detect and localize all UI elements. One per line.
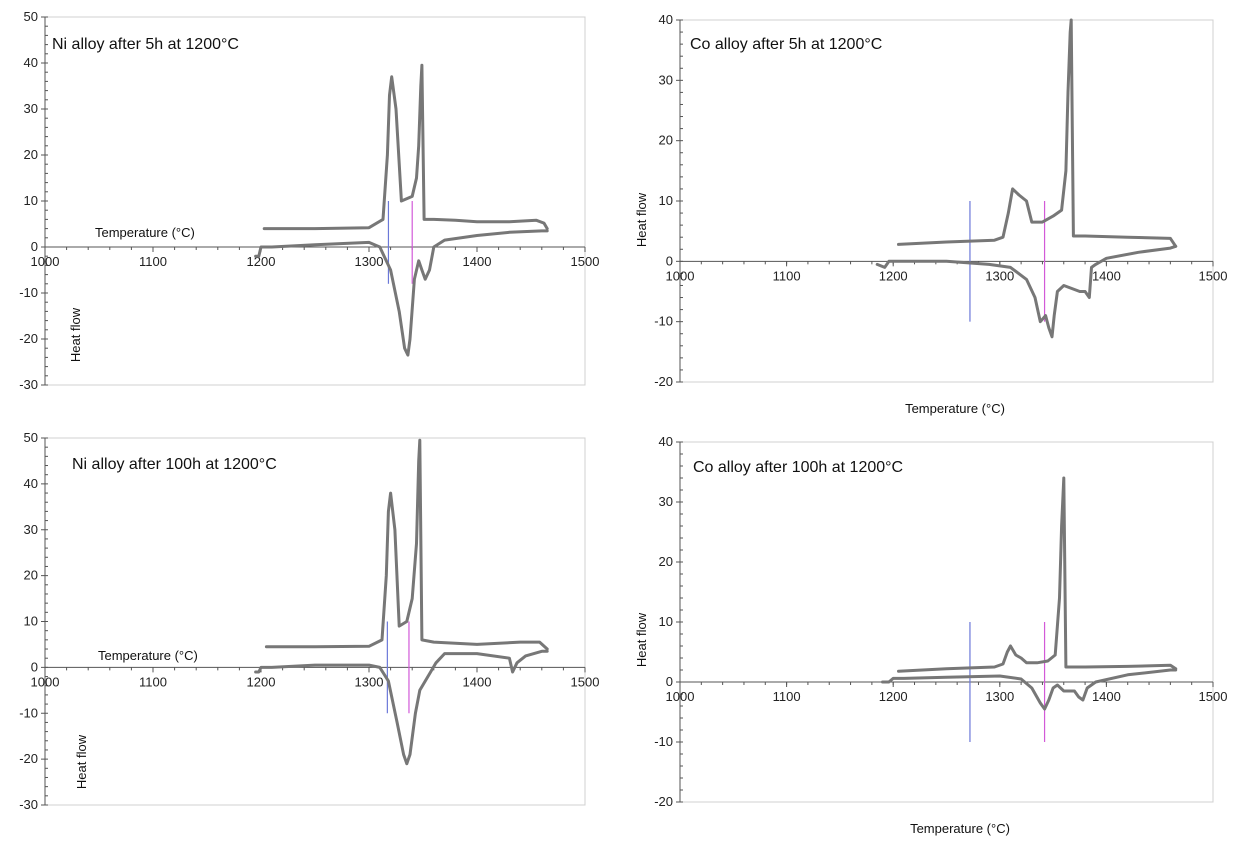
x-tick-label: 1200 <box>247 254 276 269</box>
x-axis-label: Temperature (°C) <box>98 648 198 663</box>
y-tick-label: -10 <box>19 285 38 300</box>
x-axis-label: Temperature (°C) <box>95 225 195 240</box>
x-tick-label: 1400 <box>463 674 492 689</box>
x-tick-label: 1100 <box>139 254 167 269</box>
y-tick-label: -30 <box>19 797 38 812</box>
x-tick-label: 1400 <box>1092 689 1121 704</box>
y-tick-label: 20 <box>659 133 673 148</box>
plot-frame <box>679 19 1214 383</box>
x-tick-label: 1100 <box>139 674 167 689</box>
y-tick-label: 50 <box>24 430 38 445</box>
y-tick-label: 0 <box>31 659 38 674</box>
y-axis-label: Heat flow <box>634 192 649 247</box>
chart-title: Co alloy after 100h at 1200°C <box>693 459 903 476</box>
y-tick-label: -10 <box>19 705 38 720</box>
y-tick-label: 20 <box>24 147 38 162</box>
y-axis-label: Heat flow <box>68 307 83 362</box>
y-tick-label: -20 <box>654 374 673 389</box>
x-tick-label: 1500 <box>571 674 600 689</box>
x-axis-label: Temperature (°C) <box>910 821 1010 836</box>
y-tick-label: 40 <box>659 12 673 27</box>
series-line-cooling <box>875 244 1178 339</box>
y-tick-label: -20 <box>654 794 673 809</box>
x-tick-label: 1000 <box>31 254 60 269</box>
x-tick-label: 1500 <box>571 254 600 269</box>
y-tick-label: 20 <box>659 554 673 569</box>
x-tick-label: 1100 <box>773 268 801 283</box>
chart-panel-1: -30 -20 -10 0 10 20 30 40 50 1000 1100 1200 1300 1400… <box>19 9 599 392</box>
y-tick-label: 10 <box>659 193 673 208</box>
x-tick-label: 1100 <box>773 689 801 704</box>
y-tick-label: 30 <box>24 522 38 537</box>
y-tick-label: 0 <box>666 253 673 268</box>
chart-title: Co alloy after 5h at 1200°C <box>690 36 882 53</box>
x-axis-label: Temperature (°C) <box>905 401 1005 416</box>
x-tick-label: 1000 <box>31 674 60 689</box>
y-tick-label: 30 <box>24 101 38 116</box>
y-tick-label: 10 <box>24 614 38 629</box>
y-tick-label: 0 <box>31 239 38 254</box>
y-tick-label: 20 <box>24 568 38 583</box>
y-tick-label: 40 <box>659 434 673 449</box>
y-tick-label: 10 <box>659 614 673 629</box>
y-axis-label: Heat flow <box>74 734 89 789</box>
x-tick-label: 1200 <box>247 674 276 689</box>
y-tick-label: -30 <box>19 377 38 392</box>
x-tick-label: 1300 <box>985 268 1014 283</box>
x-tick-label: 1200 <box>879 689 908 704</box>
chart-panel-3: -30 -20 -10 0 10 20 30 40 50 1000 1100 1200 1300 1400… <box>19 430 599 812</box>
y-tick-label: -20 <box>19 751 38 766</box>
x-tick-label: 1200 <box>879 268 908 283</box>
y-tick-label: -10 <box>654 734 673 749</box>
chart-title: Ni alloy after 5h at 1200°C <box>52 36 239 53</box>
y-tick-label: 40 <box>24 476 38 491</box>
y-tick-label: 50 <box>24 9 38 24</box>
y-tick-label: 0 <box>666 674 673 689</box>
series-line-cooling <box>254 649 549 766</box>
series-line-cooling <box>881 668 1178 711</box>
y-axis-label: Heat flow <box>634 612 649 667</box>
series-line-heating <box>262 63 549 231</box>
series-line-heating <box>897 18 1178 248</box>
x-tick-label: 1400 <box>1092 268 1121 283</box>
x-tick-label: 1300 <box>355 674 384 689</box>
plot-frame <box>44 437 586 806</box>
x-tick-label: 1400 <box>463 254 492 269</box>
x-tick-label: 1500 <box>1199 268 1228 283</box>
series-line-cooling <box>254 229 549 357</box>
y-tick-label: 40 <box>24 55 38 70</box>
x-tick-label: 1300 <box>355 254 384 269</box>
x-tick-label: 1000 <box>666 268 695 283</box>
plot-frame <box>679 441 1214 803</box>
y-tick-label: 30 <box>659 72 673 87</box>
x-tick-label: 1500 <box>1199 689 1228 704</box>
series-line-heating <box>264 438 549 651</box>
y-tick-label: -20 <box>19 331 38 346</box>
x-tick-label: 1300 <box>985 689 1014 704</box>
y-tick-label: -10 <box>654 314 673 329</box>
series-line-heating <box>897 476 1178 673</box>
y-tick-label: 30 <box>659 494 673 509</box>
plot-frame <box>44 16 586 386</box>
y-tick-label: 10 <box>24 193 38 208</box>
chart-panel-2: -20 -10 0 10 20 30 40 1000 1100 1200 1300 1400 1500 C… <box>634 12 1227 416</box>
x-tick-label: 1000 <box>666 689 695 704</box>
chart-panel-4: -20 -10 0 10 20 30 40 1000 1100 1200 1300 1400 1500 C… <box>634 434 1227 836</box>
chart-title: Ni alloy after 100h at 1200°C <box>72 456 277 473</box>
